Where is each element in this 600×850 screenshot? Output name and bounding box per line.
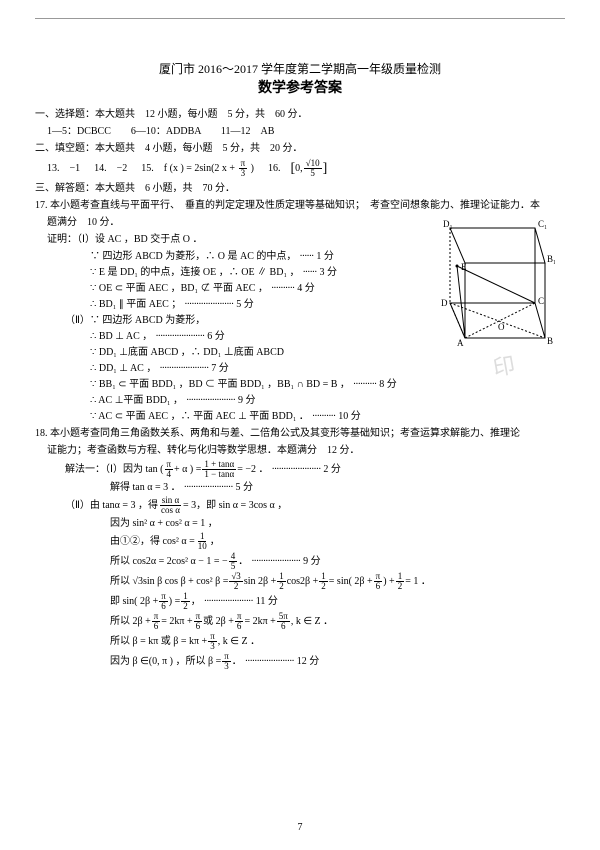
q18-m10: 因为 β ∈(0, π ) ，所以 β = π3 ．··············… (35, 652, 565, 671)
q18-m4: 由①②，得 cos² α = 110 ， (35, 532, 565, 551)
top-face (450, 228, 545, 263)
svg-text:A: A (457, 338, 464, 348)
q18-m5: 所以 cos2α = 2cos² α − 1 = −45 ．··········… (35, 552, 565, 571)
ans-15: 15. f (x ) = 2sin(2 x + π3 ) (141, 159, 254, 178)
ans-13: 13. −1 (47, 161, 80, 176)
svg-text:B₁: B₁ (547, 254, 555, 264)
point-e (456, 265, 458, 267)
q18-m3: 因为 sin² α + cos² α = 1 ， (35, 516, 565, 531)
section-1-heading: 一、选择题：本大题共 12 小题，每小题 5 分，共 60 分． (35, 107, 565, 122)
section-3-heading: 三、解答题：本大题共 6 小题，共 70 分． (35, 181, 565, 196)
diag-ac (465, 303, 535, 338)
q17-l9: ∴ AC ⊥平面 BDD₁ ，·····················9 分 (35, 393, 565, 408)
q18-m8: 所以 2β + π6 = 2kπ + π6 或 2β + π6 = 2kπ + … (35, 612, 565, 631)
q17-heading: 17. 本小题考查直线与平面平行、 垂直的判定定理及性质定理等基础知识； 考查空… (35, 198, 565, 213)
q18-heading-2: 证能力；考查函数与方程、转化与化归等数学思想．本题满分 12 分． (35, 443, 565, 458)
page-number: 7 (0, 820, 600, 835)
ans-16: 16. [0,√105] (268, 158, 327, 179)
section-2-heading: 二、填空题：本大题共 4 小题，每小题 5 分，共 20 分． (35, 141, 565, 156)
svg-text:D: D (441, 298, 448, 308)
title-line-1: 厦门市 2016～2017 学年度第二学期高一年级质量检测 (35, 60, 565, 78)
q18-m6: 所以 √3sin β cos β + cos² β = √32 sin 2β +… (35, 572, 565, 591)
svg-text:D₁: D₁ (443, 219, 453, 229)
top-rule (35, 18, 565, 19)
title-line-2: 数学参考答案 (35, 78, 565, 99)
q18-p2: （Ⅱ）由 tanα = 3 ，得 sin αcos α = 3，即 sin α … (35, 496, 565, 515)
q17-l7: ∴ DD₁ ⊥ AC ，·····················7 分 (35, 361, 565, 376)
svg-text:C₁: C₁ (538, 219, 547, 229)
document-header: 厦门市 2016～2017 学年度第二学期高一年级质量检测 数学参考答案 (35, 60, 565, 99)
q18-m7: 即 sin( 2β + π6 ) = 12 ，·················… (35, 592, 565, 611)
fill-blank-row: 13. −1 14. −2 15. f (x ) = 2sin(2 x + π3… (35, 158, 565, 179)
svg-text:O: O (498, 322, 505, 332)
q18-m1: 解法一：（Ⅰ）因为 tan (π4 + α ) = 1 + tanα1 − ta… (35, 460, 565, 479)
q18-heading: 18. 本小题考查同角三角函数关系、两角和与差、二倍角公式及其变形等基础知识；考… (35, 426, 565, 441)
edge-ce (457, 266, 535, 303)
section-1-answers: 1—5：DCBCC 6—10：ADDBA 11—12 AB (35, 124, 565, 139)
ans-14: 14. −2 (94, 161, 127, 176)
q18-m2: 解得 tan α = 3 ．·····················5 分 (35, 480, 565, 495)
edge-ae (457, 266, 465, 338)
q17-l8: ∵ BB₁ ⊂ 平面 BDD₁ ，BD ⊂ 平面 BDD₁ ，BB₁ ∩ BD … (35, 377, 565, 392)
q17-l10: ∵ AC ⊂ 平面 AEC ，∴ 平面 AEC ⊥ 平面 BDD₁ ．·····… (35, 409, 565, 424)
svg-text:C: C (538, 296, 544, 306)
svg-text:E: E (461, 262, 467, 272)
q18-m9: 所以 β = kπ 或 β = kπ + π3 , k ∈ Z ． (35, 632, 565, 651)
prism-figure: D₁ C₁ B₁ E D C A O B (435, 218, 555, 348)
svg-text:B: B (547, 336, 553, 346)
